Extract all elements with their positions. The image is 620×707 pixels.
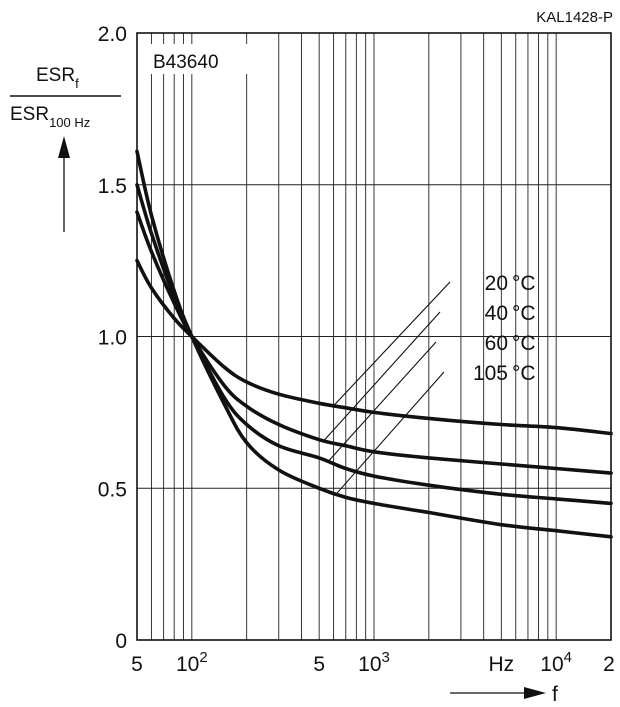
y-axis-arrow-head	[58, 136, 70, 158]
series-curve-0	[135, 258, 613, 436]
series-label-unit-0: °C	[512, 272, 536, 295]
x-tick-label: 103	[358, 649, 390, 676]
series-curves	[135, 149, 613, 539]
y-label-denominator: ESR100 Hz	[10, 104, 90, 130]
x-tick-label: 104	[540, 649, 572, 676]
y-axis-label: ESRf ESR100 Hz	[10, 65, 121, 232]
x-tick-label: 102	[176, 649, 208, 676]
series-label-unit-3: °C	[512, 362, 536, 385]
leader-line-3	[335, 371, 445, 495]
y-tick-label: 2.0	[98, 23, 127, 46]
leader-line-2	[327, 341, 437, 462]
y-label-numerator: ESRf	[36, 65, 79, 91]
x-tick-label: Hz	[488, 653, 514, 676]
series-curve-2	[135, 183, 613, 506]
y-tick-label: 1.5	[98, 175, 127, 198]
series-label-unit-1: °C	[512, 302, 536, 325]
x-axis-title: f	[552, 683, 558, 706]
part-number: B43640	[153, 52, 219, 73]
grid	[137, 33, 611, 640]
series-label-0: 20	[485, 272, 508, 295]
part-number-box	[146, 44, 249, 74]
x-tick-label: 5	[313, 653, 325, 676]
x-tick-label: 2	[603, 653, 615, 676]
figure-id: KAL1428-P	[536, 9, 613, 26]
y-tick-label: 0.5	[98, 478, 127, 501]
y-tick-label: 0	[115, 630, 127, 653]
y-tick-labels: 0 0.5 1.0 1.5 2.0	[98, 23, 127, 653]
leader-line-1	[323, 311, 441, 442]
x-tick-labels: 5 102 5 103 Hz 104 2	[131, 649, 615, 676]
series-label-unit-2: °C	[512, 332, 536, 355]
plot-frame	[136, 32, 612, 641]
x-tick-label: 5	[131, 653, 143, 676]
series-label-3: 105	[473, 362, 508, 385]
series-curve-3	[135, 149, 613, 539]
series-leader-lines	[323, 281, 451, 495]
leader-line-0	[333, 281, 451, 407]
series-curve-1	[135, 210, 613, 475]
y-tick-label: 1.0	[98, 327, 127, 350]
series-label-2: 60	[485, 332, 508, 355]
series-label-1: 40	[485, 302, 508, 325]
x-axis-arrow-head	[524, 687, 546, 699]
x-axis-label: f	[450, 683, 558, 706]
